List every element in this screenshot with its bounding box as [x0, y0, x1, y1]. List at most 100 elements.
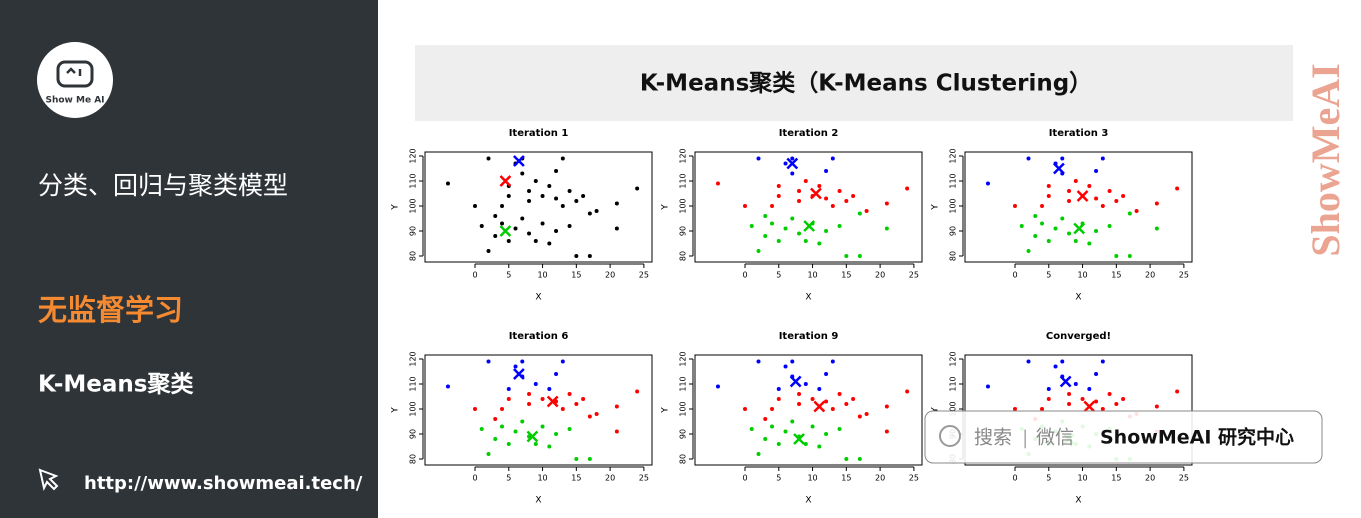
point — [1114, 254, 1119, 258]
x-tick-label: 0 — [472, 474, 477, 483]
point — [1067, 199, 1072, 203]
y-tick-label: 120 — [409, 351, 418, 366]
point — [540, 424, 545, 429]
x-axis-label: X — [535, 293, 541, 303]
point — [790, 419, 795, 424]
point — [756, 249, 761, 253]
point — [1127, 211, 1132, 216]
url[interactable]: http://www.showmeai.tech/ — [84, 473, 363, 494]
y-tick-label: 90 — [949, 226, 958, 236]
plot-frame — [424, 354, 653, 466]
x-tick-label: 10 — [1077, 271, 1087, 280]
point — [776, 239, 781, 243]
logo-icon — [56, 60, 94, 88]
point — [587, 211, 592, 216]
point — [527, 231, 532, 236]
point — [844, 254, 849, 258]
point — [1100, 407, 1105, 411]
point — [547, 387, 552, 391]
point — [1012, 407, 1017, 411]
point — [763, 417, 768, 421]
point — [486, 452, 491, 456]
point — [770, 204, 775, 208]
x-tick-label: 0 — [1012, 474, 1017, 483]
point — [1154, 404, 1159, 409]
x-tick-label: 0 — [1012, 271, 1017, 280]
x-tick-label: 20 — [605, 271, 615, 280]
account-name[interactable]: ShowMeAI 研究中心 — [1100, 426, 1294, 449]
centroid — [1059, 375, 1072, 388]
point — [1067, 402, 1072, 406]
search-box: 搜索 | 微信 ShowMeAI 研究中心 — [924, 410, 1323, 464]
point — [824, 229, 829, 233]
point — [527, 189, 532, 193]
point — [614, 429, 619, 434]
x-tick-label: 25 — [1179, 271, 1189, 280]
point — [479, 224, 484, 228]
point — [884, 201, 889, 206]
point — [830, 204, 835, 208]
point — [1154, 226, 1159, 231]
x-tick-label: 25 — [909, 271, 919, 280]
y-axis-label: Y — [391, 204, 401, 211]
wechat-label: 微信 — [1036, 427, 1074, 449]
point — [479, 427, 484, 431]
point — [1121, 194, 1126, 198]
point — [776, 387, 781, 391]
cursor-icon — [38, 468, 59, 491]
point — [533, 442, 538, 446]
point — [715, 384, 720, 389]
y-tick-label: 100 — [949, 401, 958, 416]
x-tick-label: 5 — [776, 474, 781, 483]
point — [1040, 204, 1045, 208]
point — [527, 392, 532, 396]
point — [1046, 184, 1051, 188]
x-tick-label: 15 — [1111, 474, 1121, 483]
search-label[interactable]: 搜索 — [974, 427, 1012, 449]
x-axis-label: X — [805, 293, 811, 303]
point — [1094, 229, 1099, 233]
point — [472, 204, 477, 208]
point — [560, 407, 565, 411]
x-tick-label: 20 — [1145, 474, 1155, 483]
point — [770, 424, 775, 429]
chart-title: Iteration 3 — [1049, 128, 1109, 139]
point — [560, 204, 565, 208]
point — [560, 359, 565, 364]
point — [1094, 196, 1099, 201]
centroid — [789, 375, 802, 388]
point — [1114, 199, 1119, 203]
centroid — [1053, 162, 1065, 175]
point — [1033, 214, 1038, 218]
x-tick-label: 10 — [807, 474, 817, 483]
point — [803, 239, 808, 243]
point — [837, 189, 842, 193]
point — [857, 254, 862, 258]
chart-title: Iteration 6 — [509, 331, 569, 342]
y-tick-label: 100 — [949, 198, 958, 213]
point — [594, 412, 599, 416]
point — [797, 189, 802, 193]
point — [1067, 392, 1072, 396]
centroid — [499, 175, 512, 187]
y-tick-label: 110 — [409, 173, 418, 188]
point — [567, 427, 572, 431]
centroid — [803, 220, 816, 232]
point — [837, 224, 842, 228]
point — [851, 194, 856, 198]
point — [1026, 249, 1031, 253]
point — [985, 384, 990, 389]
x-tick-label: 0 — [742, 474, 747, 483]
point — [824, 196, 829, 201]
point — [817, 444, 822, 449]
point — [1040, 221, 1045, 226]
point — [884, 429, 889, 434]
point — [844, 199, 849, 203]
x-tick-label: 5 — [506, 271, 511, 280]
y-tick-label: 80 — [409, 251, 418, 261]
point — [554, 229, 559, 233]
point — [547, 184, 552, 188]
logo — [37, 42, 113, 118]
x-tick-label: 15 — [841, 271, 851, 280]
watermark: ShowMeAI — [1303, 63, 1348, 256]
